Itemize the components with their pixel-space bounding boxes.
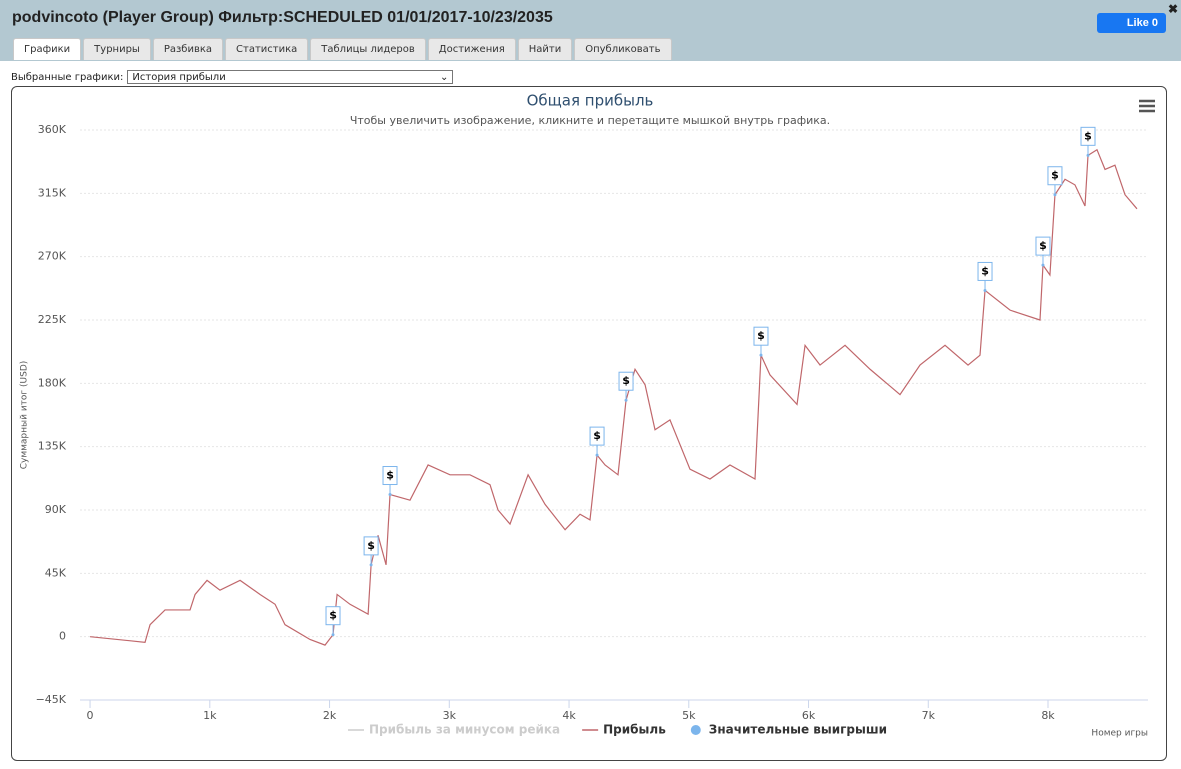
y-axis-title: Суммарный итог (USD) bbox=[20, 361, 30, 470]
flag-box bbox=[589, 426, 605, 446]
y-tick-label: 0 bbox=[59, 630, 66, 643]
tab[interactable]: Опубликовать bbox=[574, 38, 672, 60]
y-tick-label: −45K bbox=[36, 693, 67, 706]
big-win-flag: $ bbox=[325, 606, 341, 635]
tab[interactable]: Статистика bbox=[225, 38, 309, 60]
selector-value: История прибыли bbox=[132, 72, 226, 83]
flag-box bbox=[382, 466, 398, 486]
x-tick-label: 4k bbox=[562, 709, 576, 722]
legend-label[interactable]: Прибыль bbox=[603, 723, 666, 737]
flag-label: $ bbox=[593, 429, 601, 442]
flag-label: $ bbox=[1084, 129, 1092, 142]
flag-box bbox=[618, 371, 634, 391]
selector-dropdown[interactable]: История прибыли ⌄ bbox=[127, 70, 454, 84]
big-win-flag: $ bbox=[1047, 166, 1063, 195]
flag-box bbox=[1080, 126, 1096, 146]
big-win-flag: $ bbox=[977, 261, 993, 291]
x-tick-label: 1k bbox=[203, 709, 217, 722]
big-win-point bbox=[624, 398, 628, 402]
chart-container bbox=[11, 86, 1167, 761]
flag-label: $ bbox=[622, 374, 630, 387]
chart-selector: Выбранные графики: История прибыли ⌄ bbox=[11, 70, 454, 84]
x-tick-label: 2k bbox=[323, 709, 337, 722]
y-tick-label: 360K bbox=[38, 123, 67, 136]
flag-box bbox=[325, 606, 341, 626]
close-button[interactable]: ✖ bbox=[1168, 2, 1179, 16]
big-win-flag: $ bbox=[363, 536, 379, 565]
flag-label: $ bbox=[981, 264, 989, 277]
big-win-flag: $ bbox=[753, 326, 769, 356]
profit-line bbox=[89, 148, 1138, 646]
big-win-flag: $ bbox=[589, 426, 605, 456]
big-win-point bbox=[369, 563, 373, 567]
big-win-flag: $ bbox=[1080, 126, 1096, 156]
y-tick-label: 135K bbox=[38, 440, 67, 453]
tabs: Графики Турниры Разбивка Статистика Таблицы … bbox=[13, 38, 672, 60]
big-win-flag: $ bbox=[618, 371, 634, 401]
page-title: podvincoto (Player Group) Фильтр:SCHEDUL… bbox=[12, 9, 553, 26]
big-win-flag: $ bbox=[382, 466, 398, 495]
big-win-point bbox=[1041, 263, 1045, 267]
tab[interactable]: Разбивка bbox=[152, 38, 224, 60]
x-tick-label: 0 bbox=[87, 709, 94, 722]
tab[interactable]: Таблицы лидеров bbox=[310, 38, 426, 60]
dropdown-arrow: ⌄ bbox=[440, 72, 449, 83]
flag-box bbox=[753, 326, 769, 346]
menu-icon[interactable] bbox=[1139, 99, 1155, 113]
x-tick-label: 6k bbox=[802, 709, 816, 722]
flag-box bbox=[1047, 166, 1063, 186]
big-win-point bbox=[595, 453, 599, 457]
tab[interactable]: Достижения bbox=[427, 38, 516, 60]
tab[interactable]: Графики bbox=[13, 38, 82, 60]
legend-label[interactable]: Значительные выигрыши bbox=[709, 723, 887, 737]
big-win-point bbox=[1086, 153, 1090, 157]
big-win-point bbox=[1053, 193, 1057, 197]
big-win-point bbox=[331, 633, 335, 637]
flag-label: $ bbox=[1039, 239, 1047, 252]
big-win-flag: $ bbox=[1035, 236, 1051, 266]
flag-label: $ bbox=[757, 329, 765, 342]
x-tick-label: 8k bbox=[1041, 709, 1055, 722]
x-tick-label: 7k bbox=[922, 709, 936, 722]
y-tick-label: 225K bbox=[38, 313, 67, 326]
flag-box bbox=[363, 536, 379, 556]
x-tick-label: 5k bbox=[682, 709, 696, 722]
flag-label: $ bbox=[386, 469, 394, 482]
flag-label: $ bbox=[1051, 169, 1059, 182]
tab[interactable]: Турниры bbox=[83, 38, 151, 60]
flag-label: $ bbox=[329, 609, 337, 622]
flag-box bbox=[977, 261, 993, 281]
big-win-point bbox=[388, 493, 392, 497]
like-button[interactable]: Like 0 bbox=[1097, 13, 1166, 33]
flag-label: $ bbox=[367, 539, 375, 552]
header: podvincoto (Player Group) Фильтр:SCHEDUL… bbox=[0, 0, 1181, 61]
chart-title: Общая прибыль bbox=[527, 92, 654, 110]
y-tick-label: 315K bbox=[38, 186, 67, 199]
selector-label: Выбранные графики: bbox=[11, 71, 124, 83]
flag-box bbox=[1035, 236, 1051, 256]
chart-subtitle: Чтобы увеличить изображение, кликните и … bbox=[350, 114, 830, 127]
y-tick-label: 180K bbox=[38, 376, 67, 389]
big-win-point bbox=[983, 288, 987, 292]
x-axis-title: Номер игры bbox=[1091, 729, 1148, 739]
big-win-point bbox=[759, 353, 763, 357]
y-tick-label: 90K bbox=[45, 503, 67, 516]
legend-label[interactable]: Прибыль за минусом рейка bbox=[369, 723, 560, 737]
x-tick-label: 3k bbox=[443, 709, 457, 722]
legend-symbol bbox=[690, 725, 701, 735]
y-tick-label: 45K bbox=[45, 566, 67, 579]
tab[interactable]: Найти bbox=[517, 38, 573, 60]
y-tick-label: 270K bbox=[38, 250, 67, 263]
